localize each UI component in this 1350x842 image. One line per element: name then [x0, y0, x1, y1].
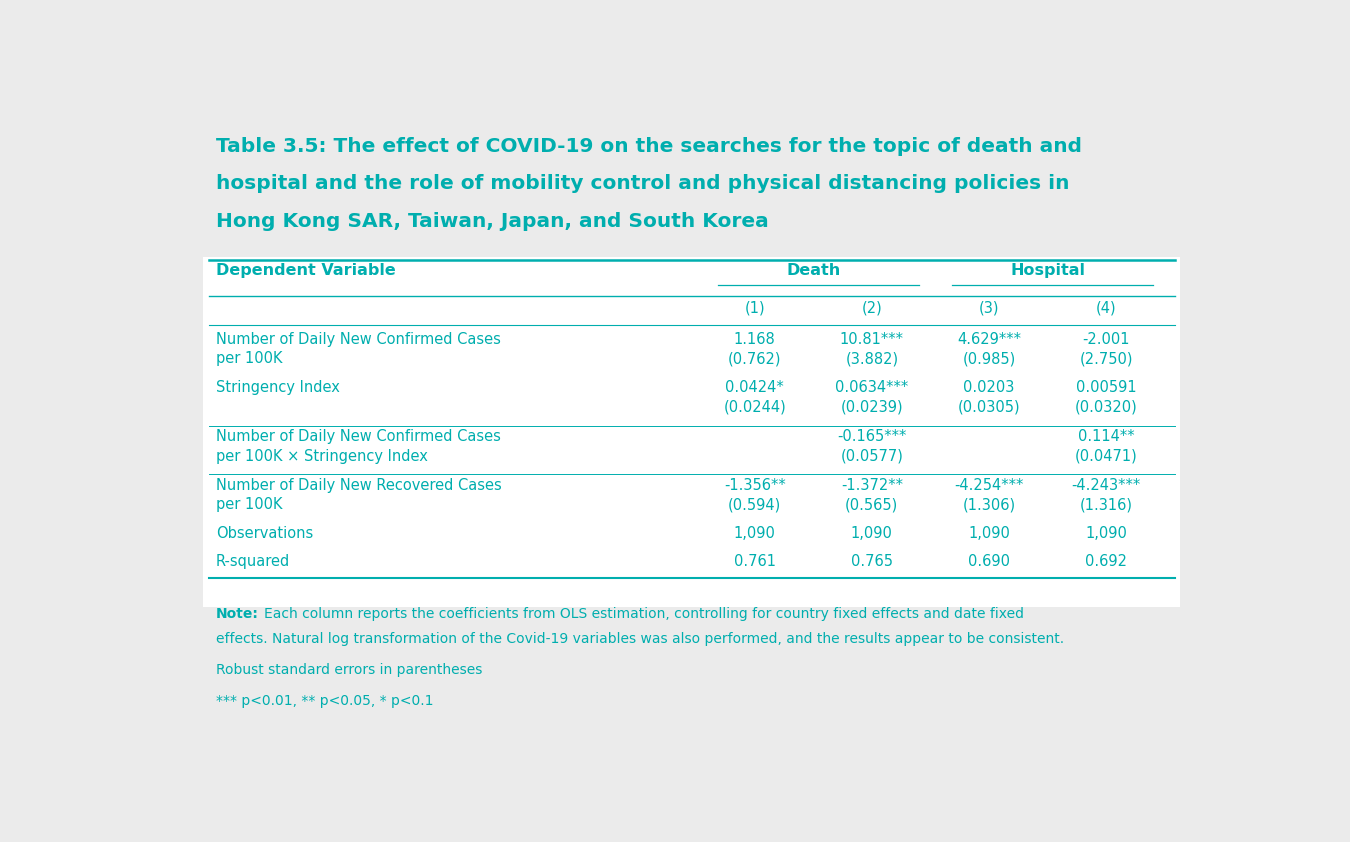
Text: -2.001: -2.001	[1083, 332, 1130, 347]
Text: (0.0577): (0.0577)	[841, 449, 903, 464]
Text: (4): (4)	[1096, 301, 1116, 316]
Text: (0.0239): (0.0239)	[841, 400, 903, 415]
Text: per 100K: per 100K	[216, 351, 282, 366]
Text: hospital and the role of mobility control and physical distancing policies in: hospital and the role of mobility contro…	[216, 174, 1069, 194]
Text: 4.629***: 4.629***	[957, 332, 1021, 347]
Text: 0.0424*: 0.0424*	[725, 381, 784, 396]
Text: (2): (2)	[861, 301, 882, 316]
Text: -1.356**: -1.356**	[724, 477, 786, 493]
Text: Death: Death	[786, 263, 840, 278]
Text: -1.372**: -1.372**	[841, 477, 903, 493]
Text: 1.168: 1.168	[734, 332, 775, 347]
FancyBboxPatch shape	[204, 257, 1180, 607]
Text: -0.165***: -0.165***	[837, 429, 906, 444]
Text: -4.254***: -4.254***	[954, 477, 1023, 493]
Text: (0.0320): (0.0320)	[1075, 400, 1138, 415]
Text: (3): (3)	[979, 301, 999, 316]
Text: Each column reports the coefficients from OLS estimation, controlling for countr: Each column reports the coefficients fro…	[265, 607, 1023, 621]
Text: Table 3.5: The effect of COVID-19 on the searches for the topic of death and: Table 3.5: The effect of COVID-19 on the…	[216, 136, 1081, 156]
Text: 0.690: 0.690	[968, 553, 1010, 568]
Text: Observations: Observations	[216, 526, 313, 541]
Text: 10.81***: 10.81***	[840, 332, 905, 347]
Text: (0.0471): (0.0471)	[1075, 449, 1138, 464]
Text: Hong Kong SAR, Taiwan, Japan, and South Korea: Hong Kong SAR, Taiwan, Japan, and South …	[216, 212, 768, 231]
Text: 0.0203: 0.0203	[964, 381, 1015, 396]
Text: 1,090: 1,090	[850, 526, 892, 541]
Text: -4.243***: -4.243***	[1072, 477, 1141, 493]
Text: per 100K: per 100K	[216, 497, 282, 512]
Text: (0.985): (0.985)	[963, 351, 1015, 366]
Text: (0.762): (0.762)	[728, 351, 782, 366]
Text: (0.594): (0.594)	[728, 497, 782, 512]
Text: 0.114**: 0.114**	[1077, 429, 1134, 444]
Text: Note:: Note:	[216, 607, 259, 621]
Text: (1.316): (1.316)	[1080, 497, 1133, 512]
Text: 0.00591: 0.00591	[1076, 381, 1137, 396]
Text: 1,090: 1,090	[968, 526, 1010, 541]
Text: Number of Daily New Recovered Cases: Number of Daily New Recovered Cases	[216, 477, 502, 493]
Text: Robust standard errors in parentheses: Robust standard errors in parentheses	[216, 663, 482, 676]
Text: Hospital: Hospital	[1010, 263, 1085, 278]
Text: 0.0634***: 0.0634***	[836, 381, 909, 396]
Text: Stringency Index: Stringency Index	[216, 381, 340, 396]
Text: (1.306): (1.306)	[963, 497, 1015, 512]
Text: 0.765: 0.765	[850, 553, 892, 568]
Text: 1,090: 1,090	[1085, 526, 1127, 541]
Text: (1): (1)	[744, 301, 765, 316]
Text: 1,090: 1,090	[733, 526, 776, 541]
Text: per 100K × Stringency Index: per 100K × Stringency Index	[216, 449, 428, 464]
Text: (0.0244): (0.0244)	[724, 400, 786, 415]
Text: 0.692: 0.692	[1085, 553, 1127, 568]
Text: (2.750): (2.750)	[1080, 351, 1133, 366]
Text: Number of Daily New Confirmed Cases: Number of Daily New Confirmed Cases	[216, 332, 501, 347]
Text: 0.761: 0.761	[733, 553, 776, 568]
Text: effects. Natural log transformation of the Covid-19 variables was also performed: effects. Natural log transformation of t…	[216, 632, 1064, 646]
Text: (0.565): (0.565)	[845, 497, 899, 512]
Text: (0.0305): (0.0305)	[957, 400, 1021, 415]
Text: Number of Daily New Confirmed Cases: Number of Daily New Confirmed Cases	[216, 429, 501, 444]
Text: Dependent Variable: Dependent Variable	[216, 263, 396, 278]
Text: (3.882): (3.882)	[845, 351, 898, 366]
Text: R-squared: R-squared	[216, 553, 290, 568]
Text: *** p<0.01, ** p<0.05, * p<0.1: *** p<0.01, ** p<0.05, * p<0.1	[216, 694, 433, 707]
